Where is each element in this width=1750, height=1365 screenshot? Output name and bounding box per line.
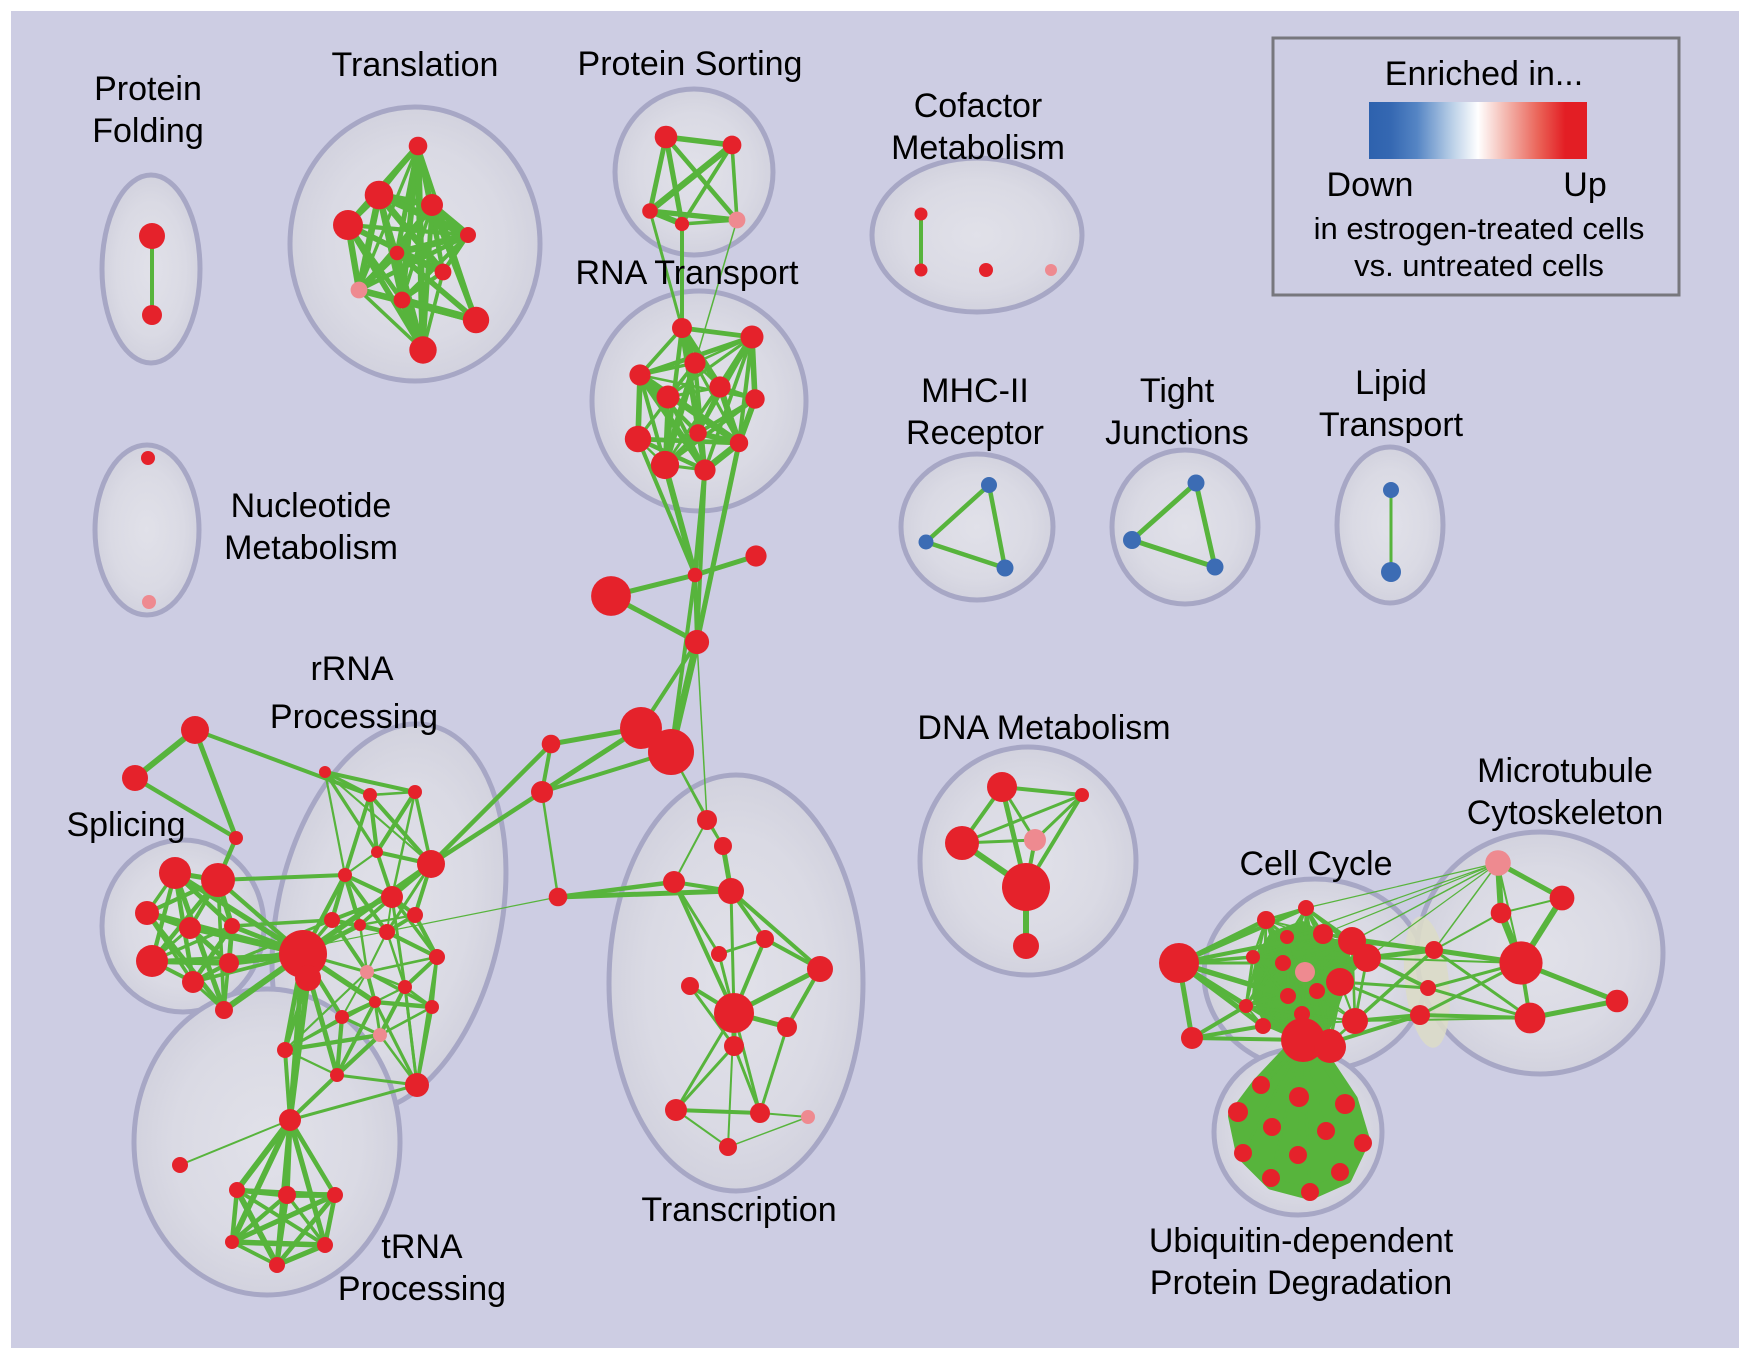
svg-text:Metabolism: Metabolism (224, 529, 398, 567)
svg-text:Tight: Tight (1140, 372, 1215, 410)
svg-text:RNA Transport: RNA Transport (576, 254, 800, 292)
svg-text:in estrogen-treated cells: in estrogen-treated cells (1314, 211, 1645, 246)
svg-text:Processing: Processing (338, 1270, 506, 1308)
svg-text:Protein Degradation: Protein Degradation (1150, 1264, 1452, 1302)
svg-text:Cofactor: Cofactor (914, 87, 1043, 125)
svg-text:MHC-II: MHC-II (921, 372, 1029, 410)
svg-text:Splicing: Splicing (66, 806, 185, 844)
svg-text:rRNA: rRNA (310, 650, 393, 688)
svg-text:Receptor: Receptor (906, 414, 1044, 452)
svg-text:Cell Cycle: Cell Cycle (1239, 845, 1392, 883)
svg-text:vs. untreated cells: vs. untreated cells (1354, 248, 1604, 283)
svg-text:Up: Up (1563, 166, 1606, 204)
svg-text:Translation: Translation (332, 46, 499, 84)
svg-text:Protein Sorting: Protein Sorting (578, 45, 803, 83)
svg-text:DNA Metabolism: DNA Metabolism (917, 709, 1170, 747)
svg-text:Metabolism: Metabolism (891, 129, 1065, 167)
svg-text:Enriched in...: Enriched in... (1385, 55, 1583, 93)
svg-text:Down: Down (1327, 166, 1414, 204)
svg-text:Junctions: Junctions (1105, 414, 1249, 452)
svg-text:Ubiquitin-dependent: Ubiquitin-dependent (1149, 1222, 1454, 1260)
svg-text:Transcription: Transcription (641, 1191, 836, 1229)
svg-text:Protein: Protein (94, 70, 202, 108)
svg-text:Microtubule: Microtubule (1477, 752, 1653, 790)
svg-text:Transport: Transport (1319, 406, 1464, 444)
svg-text:Cytoskeleton: Cytoskeleton (1467, 794, 1664, 832)
svg-text:Lipid: Lipid (1355, 364, 1427, 402)
svg-text:Folding: Folding (92, 112, 204, 150)
svg-text:tRNA: tRNA (381, 1228, 463, 1266)
svg-text:Nucleotide: Nucleotide (231, 487, 392, 525)
svg-text:Processing: Processing (270, 698, 438, 736)
